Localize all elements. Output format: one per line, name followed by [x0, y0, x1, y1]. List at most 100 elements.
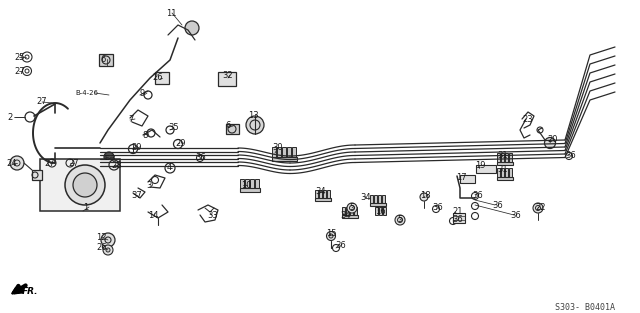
Text: 24: 24: [6, 158, 17, 167]
Bar: [497, 177, 513, 180]
Bar: [240, 188, 260, 192]
Bar: [155, 72, 169, 84]
Text: 16: 16: [375, 207, 386, 215]
Text: 36: 36: [335, 240, 346, 249]
Bar: [497, 168, 500, 177]
Bar: [342, 215, 358, 218]
Bar: [240, 179, 244, 188]
Text: 36: 36: [492, 201, 503, 209]
Text: 31: 31: [497, 166, 508, 175]
Text: 36: 36: [432, 203, 443, 213]
Text: 28: 28: [111, 161, 122, 170]
Bar: [354, 207, 357, 215]
Text: 26: 26: [152, 74, 163, 83]
Text: 29: 29: [131, 142, 141, 151]
Circle shape: [545, 137, 556, 148]
Bar: [453, 213, 465, 223]
Text: 20: 20: [547, 136, 557, 145]
Bar: [315, 190, 318, 198]
Bar: [245, 179, 249, 188]
Circle shape: [395, 215, 405, 225]
Text: 7: 7: [128, 115, 133, 124]
Bar: [509, 168, 512, 177]
Text: 8: 8: [142, 131, 147, 141]
Bar: [218, 72, 236, 86]
Text: 19: 19: [475, 162, 486, 171]
Text: 37: 37: [131, 192, 141, 201]
Circle shape: [246, 116, 264, 134]
Text: 27: 27: [68, 158, 79, 167]
Bar: [350, 207, 353, 215]
Bar: [272, 147, 276, 157]
Text: 5: 5: [349, 203, 355, 212]
Bar: [370, 203, 386, 206]
Bar: [40, 159, 120, 211]
Bar: [282, 147, 286, 157]
Bar: [382, 195, 385, 203]
Bar: [378, 195, 381, 203]
Text: 25: 25: [14, 53, 24, 61]
Bar: [501, 153, 504, 162]
Text: 6: 6: [225, 121, 230, 131]
Text: 36: 36: [452, 215, 463, 224]
Bar: [255, 179, 259, 188]
Circle shape: [73, 173, 97, 197]
Bar: [99, 54, 113, 66]
Text: 5: 5: [397, 214, 403, 223]
Text: 35: 35: [168, 124, 179, 132]
Circle shape: [533, 203, 543, 213]
Text: 9: 9: [140, 89, 145, 98]
Text: FR.: FR.: [22, 286, 38, 295]
Text: S303- B0401A: S303- B0401A: [555, 302, 615, 311]
Circle shape: [101, 233, 115, 247]
Bar: [327, 190, 330, 198]
Text: 11: 11: [166, 8, 177, 18]
Text: 36: 36: [472, 191, 483, 199]
Bar: [272, 157, 297, 161]
Circle shape: [420, 193, 428, 201]
Text: 13: 13: [248, 110, 259, 120]
Text: 36: 36: [510, 211, 521, 219]
Text: 15: 15: [326, 228, 337, 238]
Bar: [319, 190, 322, 198]
Text: 27: 27: [36, 98, 47, 106]
Bar: [505, 168, 508, 177]
Bar: [292, 147, 296, 157]
Text: 34: 34: [340, 211, 351, 219]
Text: 10: 10: [241, 181, 252, 189]
Text: 12: 12: [96, 233, 106, 242]
Bar: [315, 198, 331, 201]
Bar: [501, 168, 504, 177]
Bar: [323, 190, 326, 198]
Text: 33: 33: [207, 211, 218, 219]
Text: 22: 22: [535, 203, 545, 212]
Text: 6: 6: [100, 54, 106, 64]
Text: 31: 31: [497, 151, 508, 160]
Text: 30: 30: [272, 143, 283, 152]
Bar: [374, 195, 377, 203]
Text: 1: 1: [83, 203, 88, 212]
Text: 3: 3: [146, 181, 152, 189]
Circle shape: [326, 232, 335, 240]
Text: 14: 14: [148, 211, 159, 219]
Text: 34: 34: [360, 192, 371, 202]
Circle shape: [10, 156, 24, 170]
Text: 36: 36: [565, 151, 576, 160]
Bar: [497, 153, 500, 162]
Text: 34: 34: [315, 187, 326, 197]
Text: B-4-26: B-4-26: [75, 90, 98, 96]
Bar: [383, 207, 386, 215]
Bar: [370, 195, 373, 203]
Bar: [277, 147, 281, 157]
Bar: [342, 207, 345, 215]
Bar: [505, 153, 508, 162]
Bar: [509, 153, 512, 162]
Bar: [379, 207, 382, 215]
Text: 27: 27: [14, 66, 24, 75]
Circle shape: [65, 165, 105, 205]
Text: E-3: E-3: [104, 155, 115, 161]
Text: 36: 36: [195, 153, 205, 162]
Text: 26: 26: [96, 243, 107, 252]
Circle shape: [347, 203, 357, 213]
Text: 18: 18: [420, 192, 431, 201]
